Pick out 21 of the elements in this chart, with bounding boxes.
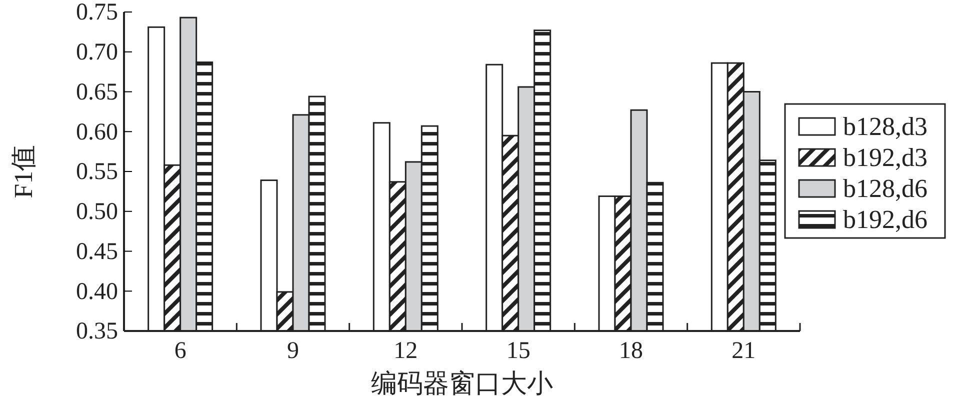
x-tick-label: 12 xyxy=(394,338,418,364)
x-tick-label: 9 xyxy=(287,338,299,364)
y-tick-label: 0.65 xyxy=(76,79,118,106)
x-tick-label: 15 xyxy=(506,338,530,364)
y-tick-label: 0.45 xyxy=(76,238,118,265)
y-axis-title: F1值 xyxy=(9,144,38,198)
legend-label: b192,d6 xyxy=(843,205,928,234)
y-tick-label: 0.40 xyxy=(76,278,118,305)
y-tick-label: 0.35 xyxy=(76,318,118,345)
y-tick-label: 0.55 xyxy=(76,159,118,186)
x-tick-label: 18 xyxy=(619,338,643,364)
x-tick-label: 6 xyxy=(174,338,186,364)
y-tick-label: 0.50 xyxy=(76,199,118,226)
y-tick-label: 0.70 xyxy=(76,40,118,66)
x-axis-title: 编码器窗口大小 xyxy=(371,369,553,398)
x-tick-label: 21 xyxy=(732,338,756,364)
y-tick-label: 0.75 xyxy=(76,0,118,26)
legend-label: b192,d3 xyxy=(843,143,928,172)
legend-label: b128,d3 xyxy=(843,112,928,141)
y-tick-label: 0.60 xyxy=(76,119,118,146)
legend-label: b128,d6 xyxy=(843,174,928,203)
